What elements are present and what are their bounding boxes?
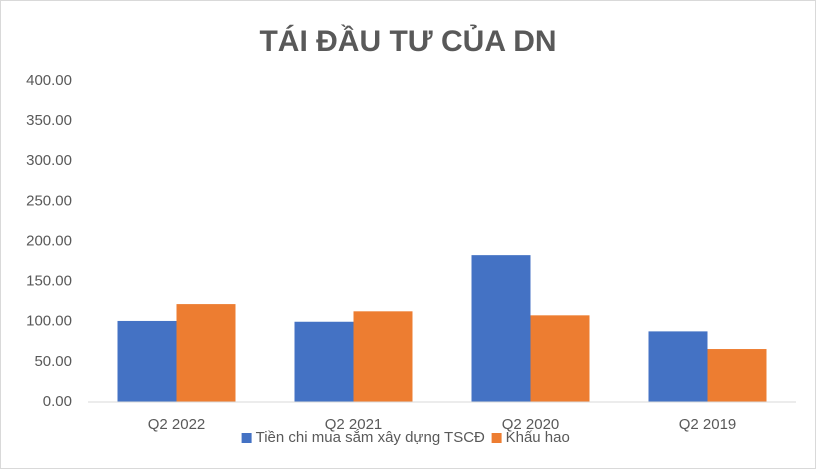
bar (294, 321, 354, 402)
y-tick-label: 50.00 (34, 353, 72, 370)
y-tick-label: 300.00 (26, 152, 72, 169)
x-tick-label: Q2 2020 (502, 416, 560, 433)
y-tick-label: 200.00 (26, 232, 72, 249)
x-tick-label: Q2 2019 (679, 416, 737, 433)
y-tick-label: 400.00 (26, 72, 72, 89)
y-tick-label: 250.00 (26, 192, 72, 209)
bar (353, 311, 413, 402)
chart-title: TÁI ĐẦU TƯ CỦA DN (259, 24, 556, 58)
bar (117, 320, 177, 402)
legend-swatch (491, 433, 502, 443)
bar (176, 304, 236, 402)
y-tick-label: 350.00 (26, 112, 72, 129)
legend-label: Khấu hao (506, 429, 570, 446)
bar (648, 331, 708, 402)
y-tick-label: 100.00 (26, 313, 72, 330)
x-tick-label: Q2 2022 (148, 416, 206, 433)
bar (530, 315, 590, 402)
x-tick-label: Q2 2021 (325, 416, 383, 433)
bar (471, 255, 531, 402)
bar (707, 349, 767, 402)
y-tick-label: 150.00 (26, 273, 72, 290)
y-tick-label: 0.00 (43, 393, 72, 410)
legend-label: Tiền chi mua sắm xây dựng TSCĐ (256, 429, 485, 446)
legend-swatch (241, 433, 252, 443)
